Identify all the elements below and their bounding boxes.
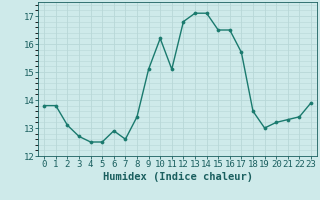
- X-axis label: Humidex (Indice chaleur): Humidex (Indice chaleur): [103, 172, 252, 182]
